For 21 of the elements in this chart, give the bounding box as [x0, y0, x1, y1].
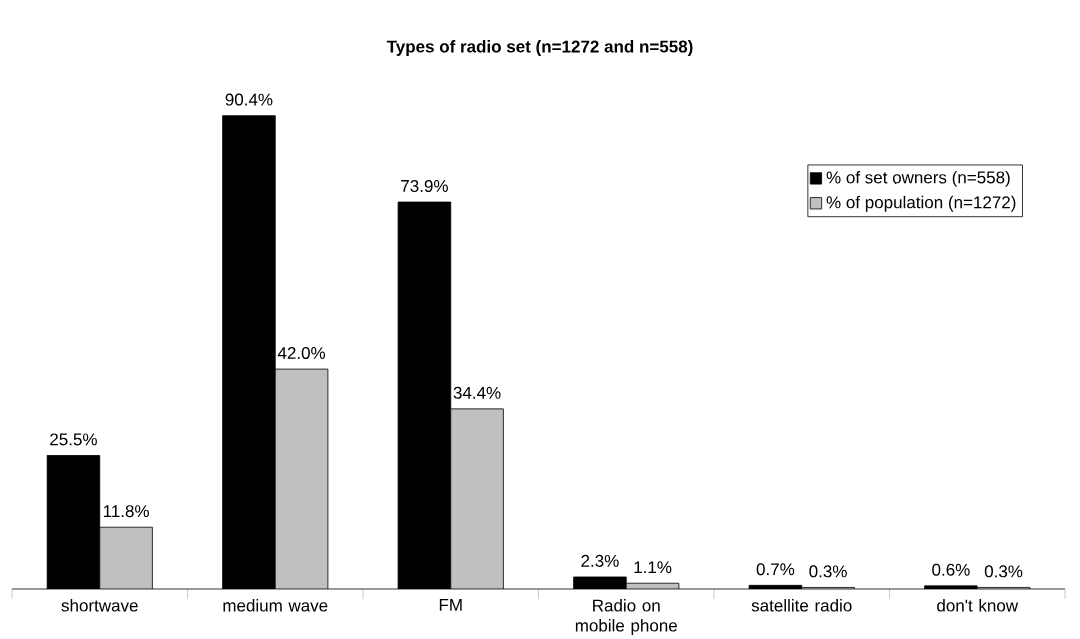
data-label: 73.9%	[401, 179, 448, 192]
data-label: 0.7%	[756, 563, 795, 576]
x-tick-label: FM	[439, 599, 462, 611]
chart-title: Types of radio set (n=1272 and n=558)	[386, 40, 693, 56]
legend-label: % of set owners (n=558)	[826, 170, 1010, 187]
data-label: 2.3%	[581, 554, 619, 567]
x-tick-label: don't know	[937, 599, 1019, 612]
x-tick-label: shortwave	[61, 599, 138, 612]
data-label: 25.5%	[50, 433, 97, 446]
data-label: 1.1%	[634, 561, 672, 574]
data-label: 42.0%	[277, 346, 326, 360]
data-label: 0.6%	[932, 563, 970, 576]
x-tick-label: medium wave	[223, 599, 328, 612]
legend-label: % of population (n=1272)	[826, 195, 1016, 212]
x-tick-label: Radio on mobile phone	[575, 599, 677, 635]
data-label: 34.4%	[453, 386, 501, 399]
data-label: 90.4%	[225, 93, 273, 106]
x-tick-label: satellite radio	[751, 599, 852, 612]
data-label: 0.3%	[984, 565, 1023, 578]
data-label: 11.8%	[103, 505, 149, 518]
data-label: 0.3%	[809, 565, 847, 578]
